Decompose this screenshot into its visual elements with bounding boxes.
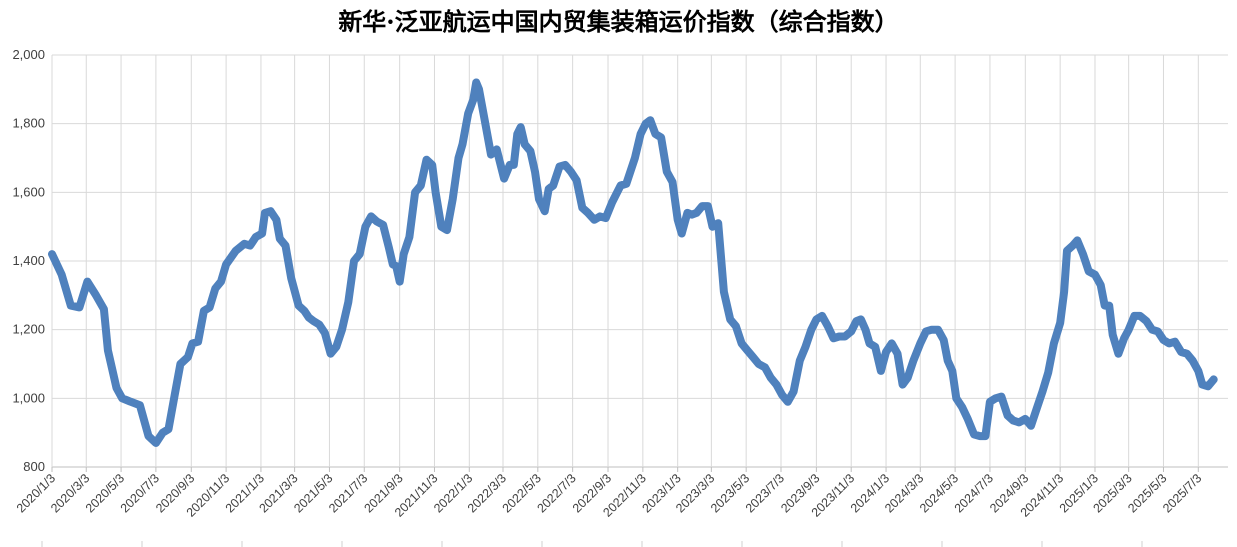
y-tick-label: 1,800 (12, 116, 45, 131)
y-axis: 800 1,000 1,200 1,400 1,600 1,800 2,000 (12, 47, 45, 474)
chart-title: 新华·泛亚航运中国内贸集装箱运价指数（综合指数） (338, 7, 899, 36)
series-line (48, 78, 1218, 447)
y-tick-label: 2,000 (12, 47, 45, 62)
y-tick-label: 1,600 (12, 184, 45, 199)
x-axis: 2020/1/32020/3/32020/5/32020/7/32020/9/3… (14, 467, 1204, 547)
series-layer (48, 78, 1218, 447)
y-tick-label: 800 (23, 459, 45, 474)
x-tick-label: 2025/7/3 (1160, 471, 1204, 515)
y-tick-label: 1,400 (12, 253, 45, 268)
y-tick-label: 1,200 (12, 322, 45, 337)
y-tick-label: 1,000 (12, 390, 45, 405)
